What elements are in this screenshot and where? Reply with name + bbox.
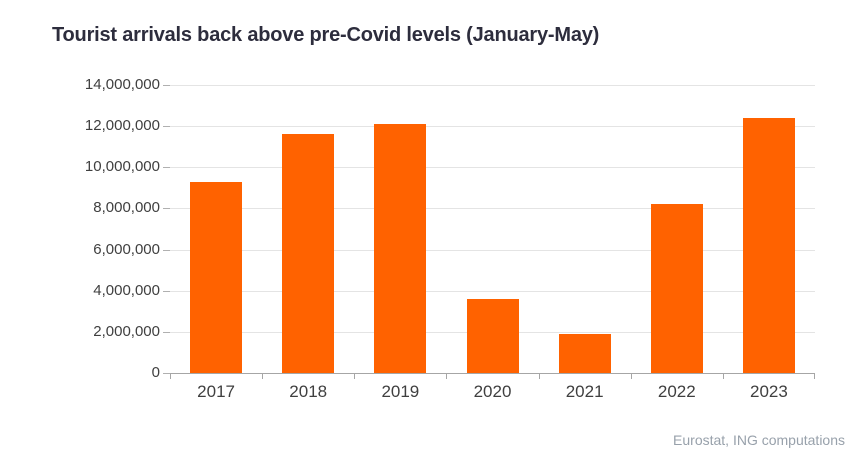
bar-2023 bbox=[742, 117, 795, 373]
x-axis-tick bbox=[446, 373, 448, 379]
x-tick-label-2019: 2019 bbox=[381, 382, 420, 401]
gridline bbox=[170, 208, 815, 210]
y-tick-label: 10,000,000 bbox=[84, 158, 160, 176]
x-tick-label-2017: 2017 bbox=[197, 382, 235, 401]
x-tick-label-2022: 2022 bbox=[657, 382, 696, 401]
y-axis-tick bbox=[163, 85, 170, 86]
gridline bbox=[170, 85, 815, 86]
y-tick-label: 4,000,000 bbox=[93, 281, 160, 299]
x-tick-label-2023: 2023 bbox=[750, 382, 788, 401]
y-axis-tick bbox=[163, 208, 170, 210]
x-axis-tick bbox=[630, 373, 632, 379]
gridline bbox=[170, 290, 815, 292]
plot-area: 0 2,000,000 4,000,000 6,000,000 8,000,000 10,… bbox=[85, 76, 815, 401]
bar-2017 bbox=[190, 181, 243, 373]
gridline bbox=[170, 249, 815, 251]
bar-2020 bbox=[466, 298, 519, 373]
x-tick-label-2021: 2021 bbox=[565, 382, 604, 401]
gridline bbox=[170, 167, 815, 169]
x-axis-tick bbox=[262, 373, 264, 379]
bar-2018 bbox=[282, 134, 335, 373]
y-tick-label: 14,000,000 bbox=[84, 76, 160, 93]
y-tick-label: 0 bbox=[151, 364, 160, 381]
x-axis-tick bbox=[538, 373, 540, 379]
y-axis-tick bbox=[163, 249, 170, 251]
x-axis-tick bbox=[722, 373, 724, 379]
bar-2019 bbox=[374, 124, 427, 373]
x-tick-label-2020: 2020 bbox=[473, 382, 512, 401]
bar-2021 bbox=[558, 333, 611, 373]
x-tick-label-2018: 2018 bbox=[289, 382, 328, 401]
y-tick-label: 2,000,000 bbox=[93, 322, 160, 340]
gridline bbox=[170, 126, 815, 128]
x-axis-tick bbox=[354, 373, 356, 379]
y-axis-tick bbox=[163, 167, 170, 169]
chart-title: Tourist arrivals back above pre-Covid le… bbox=[52, 24, 600, 46]
source-note: Eurostat, ING computations bbox=[673, 432, 845, 448]
y-axis-tick bbox=[163, 373, 170, 374]
y-axis-tick bbox=[163, 126, 170, 128]
y-tick-label: 12,000,000 bbox=[84, 117, 160, 135]
bar-2022 bbox=[650, 204, 703, 373]
x-axis-tick bbox=[814, 373, 815, 379]
y-tick-label: 8,000,000 bbox=[93, 199, 160, 217]
x-axis-tick bbox=[170, 373, 171, 379]
x-axis-line bbox=[170, 373, 815, 374]
y-axis-tick bbox=[163, 331, 170, 333]
y-axis-tick bbox=[163, 290, 170, 292]
y-tick-label: 6,000,000 bbox=[93, 240, 160, 258]
